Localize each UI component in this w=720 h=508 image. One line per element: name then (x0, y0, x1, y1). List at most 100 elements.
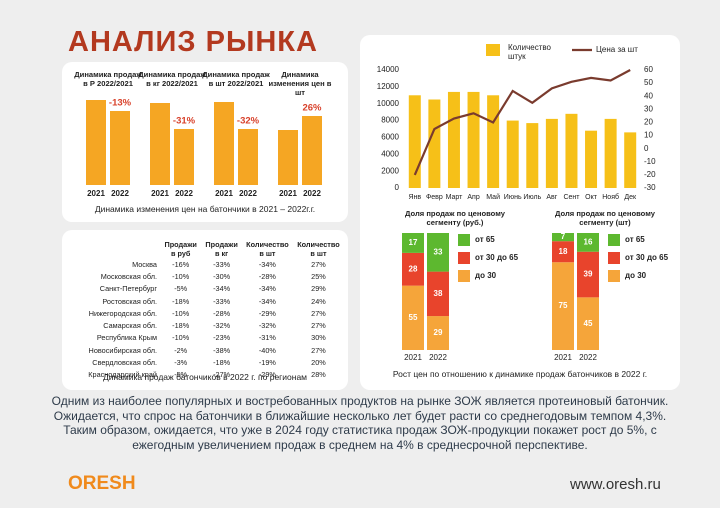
cell: Нижегородская обл. (88, 308, 157, 318)
paragraph: Одним из наиболее популярных и востребов… (51, 394, 669, 452)
legend-label: Цена за шт (596, 45, 638, 54)
y2-tick-label: 0 (644, 144, 649, 153)
bar (467, 91, 480, 188)
cell: Ростовская обл. (102, 296, 157, 306)
legend-swatch (458, 234, 470, 246)
bar (565, 113, 578, 188)
cell: -18% (213, 358, 231, 368)
cell: -5% (174, 284, 188, 294)
cell: 27% (311, 259, 326, 269)
cell: -29% (258, 308, 276, 318)
data-label: 39 (584, 270, 593, 279)
card (62, 230, 348, 390)
y2-tick-label: 50 (644, 78, 653, 87)
row: Свердловская обл. -3% -18% -19% 20% (68, 356, 344, 368)
cell: -29% (258, 370, 276, 380)
chart-title: Доля продаж по ценовому сегменту (шт) (555, 209, 655, 227)
x-tick-label: Окт (585, 194, 598, 201)
cell: 30% (311, 333, 326, 343)
y2-tick-label: -30 (644, 183, 656, 192)
chart-title: Динамика продаж в Р 2022/2021 (74, 70, 142, 88)
cell: -38% (213, 345, 231, 355)
bar (624, 132, 637, 188)
x-tick-label: 2021 (404, 353, 422, 362)
y-tick-label: 14000 (377, 65, 400, 74)
x-tick-label: 2022 (429, 353, 447, 362)
legend-swatch (608, 252, 620, 264)
cell: 20% (311, 358, 326, 368)
cell: -18% (172, 296, 190, 306)
x-tick-label: Июль (523, 194, 541, 201)
bar-segment (402, 233, 424, 253)
cell: 25% (311, 271, 326, 281)
row: Московская обл. -10% -30% -28% 25% (68, 270, 344, 282)
caption: Динамика продаж батончиков в 2022 г. по … (102, 372, 308, 382)
cell: Краснодарский край (88, 370, 157, 380)
cell: -19% (258, 358, 276, 368)
bar (585, 130, 598, 188)
legend-swatch (458, 270, 470, 282)
chart-title: Динамика изменения цен в шт (268, 70, 332, 97)
legend-swatch (486, 44, 500, 56)
row: Санкт-Петербург -5% -34% -34% 29% (68, 283, 344, 295)
y-tick-label: 0 (395, 183, 400, 192)
cell: -34% (258, 284, 276, 294)
bar (86, 100, 106, 185)
annotation: -13% (109, 98, 132, 109)
cell: Свердловская обл. (92, 358, 157, 368)
brand: ORESH (68, 473, 136, 494)
legend-label: от 65 (625, 235, 645, 244)
cell: -27% (213, 370, 231, 380)
data-label: 29 (434, 328, 443, 337)
caption: Динамика изменения цен на батончики в 20… (94, 204, 316, 214)
y2-tick-label: -10 (644, 157, 656, 166)
bar-segment (577, 297, 599, 350)
legend-label: до 30 (625, 271, 647, 280)
bar-segment (552, 262, 574, 350)
legend-label: Количество штук (508, 43, 551, 61)
y-tick-label: 2000 (381, 166, 399, 175)
y2-tick-label: 30 (644, 104, 653, 113)
cell: -30% (213, 271, 231, 281)
x-tick-label: 2022 (579, 353, 597, 362)
x-tick-label: 2022 (239, 189, 257, 198)
cell: 27% (311, 321, 326, 331)
x-tick-label: Май (486, 193, 500, 201)
y2-tick-label: 10 (644, 131, 653, 140)
y-tick-label: 12000 (377, 82, 400, 91)
data-label: 38 (434, 289, 443, 298)
bar-segment (552, 241, 574, 263)
data-label: 75 (559, 301, 568, 310)
data-label: 17 (409, 238, 418, 247)
cell: 29% (311, 284, 326, 294)
row: Новосибирская обл. -2% -38% -40% 27% (68, 344, 344, 356)
bar (150, 103, 170, 185)
data-label: 18 (559, 247, 568, 256)
x-tick-label: 2021 (279, 189, 297, 198)
y2-tick-label: 20 (644, 118, 653, 127)
chart-title: Доля продаж по ценовому сегменту (руб.) (405, 209, 505, 227)
x-tick-label: Март (446, 194, 464, 201)
line (413, 69, 631, 176)
chart-title: Динамика продаж в кг 2022/2021 (138, 70, 206, 88)
cell: -40% (258, 345, 276, 355)
cell: -2% (174, 345, 188, 355)
x-tick-label: Июнь (504, 194, 522, 201)
y-tick-label: 8000 (381, 116, 399, 125)
cell: -28% (258, 271, 276, 281)
bar (428, 99, 441, 188)
table-wrap: Продажи в руб Продажи в кг Количество в шт… (68, 236, 344, 381)
annotation: -31% (173, 116, 196, 127)
cell: Московская обл. (100, 271, 157, 281)
cell: 28% (311, 370, 326, 380)
cell: -34% (258, 296, 276, 306)
x-tick-label: 2021 (554, 353, 572, 362)
bar (487, 95, 500, 188)
cell: -33% (213, 259, 231, 269)
bar-segment (427, 316, 449, 350)
bar (238, 129, 258, 185)
bar (174, 129, 194, 185)
header-row: Продажи в руб Продажи в кг Количество в шт… (68, 236, 344, 258)
